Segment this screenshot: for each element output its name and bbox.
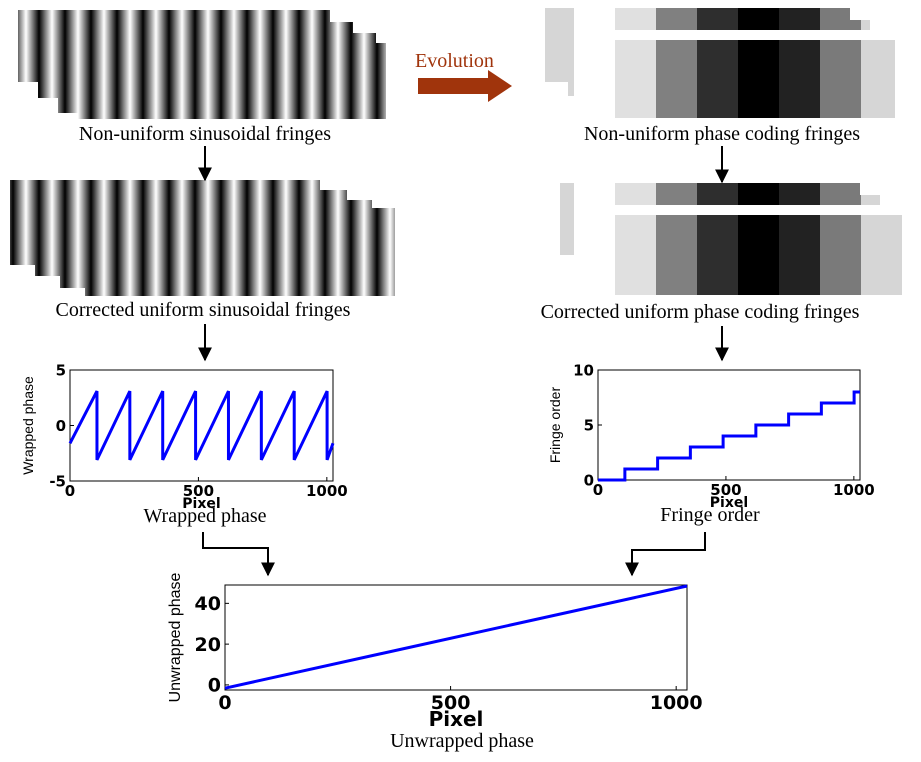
y-tick-label: -5 bbox=[49, 472, 66, 490]
x-tick-label: 500 bbox=[431, 692, 471, 714]
x-tick-label: 500 bbox=[710, 481, 741, 499]
y-axis-label: Wrapped phase bbox=[20, 376, 36, 475]
evolution-label: Evolution bbox=[415, 50, 494, 72]
x-tick-label: 1000 bbox=[306, 482, 348, 500]
fringe-stack-code-2 bbox=[560, 183, 920, 295]
chart-title: Unwrapped phase bbox=[390, 730, 534, 752]
data-line bbox=[598, 390, 860, 482]
caption: Non-uniform phase coding fringes bbox=[584, 123, 860, 145]
y-tick-label: 5 bbox=[56, 361, 66, 379]
y-tick-label: 40 bbox=[195, 593, 221, 615]
arrows bbox=[198, 146, 729, 577]
caption: Corrected uniform sinusoidal fringes bbox=[56, 299, 351, 321]
x-tick-label: 1000 bbox=[833, 481, 875, 499]
y-tick-label: 0 bbox=[584, 471, 594, 489]
x-tick-label: 1000 bbox=[650, 692, 703, 714]
y-tick-label: 5 bbox=[584, 416, 594, 434]
x-axis-label: Pixel bbox=[182, 496, 220, 512]
y-tick-label: 20 bbox=[195, 634, 221, 656]
x-tick-label: 0 bbox=[218, 692, 231, 714]
x-tick-label: 0 bbox=[593, 481, 603, 499]
fringe-stack-sin-1 bbox=[18, 10, 386, 119]
data-line bbox=[224, 584, 688, 690]
x-axis-label: Pixel bbox=[710, 495, 748, 511]
data-line bbox=[68, 390, 335, 461]
caption: Non-uniform sinusoidal fringes bbox=[79, 123, 331, 145]
fringe-stack-code-1 bbox=[545, 8, 895, 118]
y-axis-label: Unwrapped phase bbox=[167, 572, 184, 702]
chart-title: Wrapped phase bbox=[143, 505, 266, 527]
x-tick-label: 0 bbox=[65, 482, 75, 500]
x-tick-label: 500 bbox=[183, 482, 214, 500]
y-tick-label: 10 bbox=[573, 361, 594, 379]
chart-title: Fringe order bbox=[660, 504, 760, 526]
fringe-stack-sin-2 bbox=[10, 180, 395, 296]
y-tick-label: 0 bbox=[208, 675, 221, 697]
axes-frame bbox=[597, 369, 861, 481]
y-tick-label: 0 bbox=[56, 417, 66, 435]
caption: Corrected uniform phase coding fringes bbox=[541, 301, 860, 323]
y-axis-label: Fringe order bbox=[547, 387, 563, 464]
evolution-arrow bbox=[418, 70, 512, 102]
x-axis-label: Pixel bbox=[429, 707, 484, 731]
